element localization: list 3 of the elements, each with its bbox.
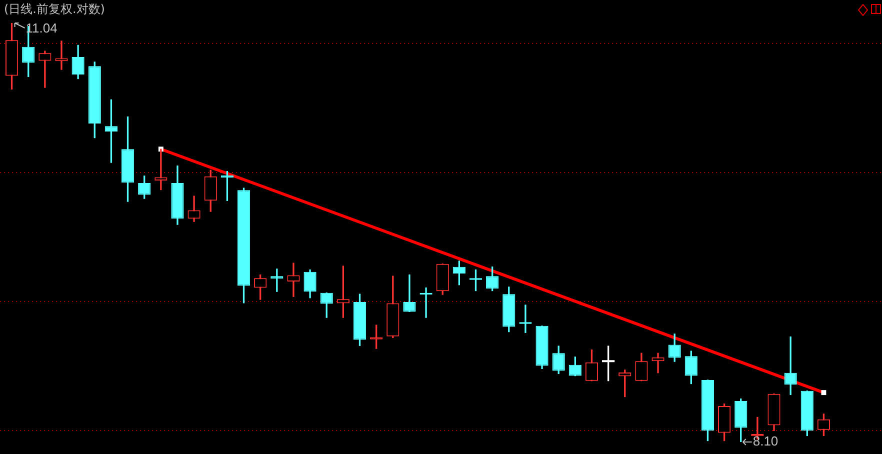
chart-title: (日线.前复权.对数) (4, 2, 105, 16)
annotation: 8.10 (752, 434, 778, 449)
annotation: 11.04 (26, 20, 58, 36)
